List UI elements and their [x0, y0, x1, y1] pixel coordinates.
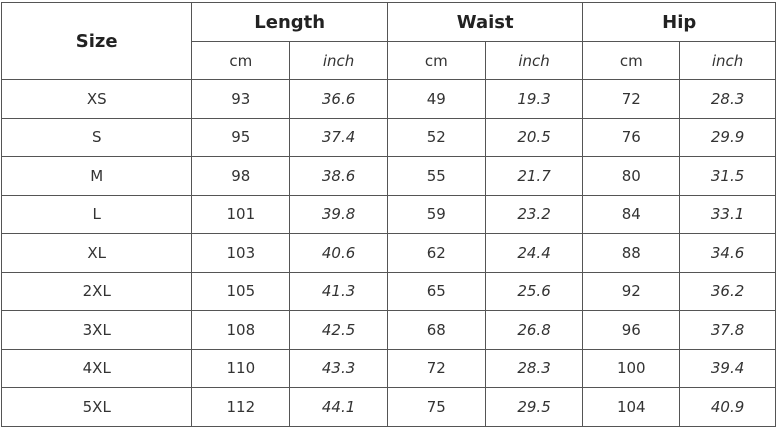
- inch-cell: 40.6: [289, 233, 388, 273]
- table-row: 3XL 108 42.5 68 26.8 96 37.8: [0, 310, 776, 350]
- inch-cell: 24.4: [484, 233, 584, 273]
- cm-cell: 98: [191, 156, 291, 196]
- cm-cell: 72: [582, 79, 681, 119]
- inch-cell: 37.8: [679, 310, 776, 350]
- cm-cell: 92: [582, 271, 681, 311]
- cm-cell: 108: [191, 310, 291, 350]
- inch-cell: 36.2: [679, 271, 776, 311]
- unit-cm: cm: [386, 41, 486, 80]
- unit-cm: cm: [191, 41, 291, 80]
- hip-header: Hip: [582, 2, 776, 42]
- cm-cell: 104: [582, 387, 681, 427]
- cm-cell: 75: [386, 387, 486, 427]
- inch-cell: 33.1: [679, 194, 776, 234]
- inch-cell: 28.3: [484, 348, 584, 388]
- size-cell: 5XL: [0, 387, 193, 427]
- inch-cell: 36.6: [289, 79, 388, 119]
- table-row: L 101 39.8 59 23.2 84 33.1: [0, 194, 776, 234]
- waist-header: Waist: [386, 2, 584, 42]
- length-header: Length: [191, 2, 388, 42]
- inch-cell: 39.8: [289, 194, 388, 234]
- table-row: M 98 38.6 55 21.7 80 31.5: [0, 156, 776, 196]
- inch-cell: 31.5: [679, 156, 776, 196]
- size-cell: 3XL: [0, 310, 193, 350]
- cm-cell: 65: [386, 271, 486, 311]
- cm-cell: 52: [386, 117, 486, 157]
- cm-cell: 103: [191, 233, 291, 273]
- cm-cell: 95: [191, 117, 291, 157]
- cm-cell: 112: [191, 387, 291, 427]
- inch-cell: 34.6: [679, 233, 776, 273]
- cm-cell: 68: [386, 310, 486, 350]
- inch-cell: 21.7: [484, 156, 584, 196]
- inch-cell: 19.3: [484, 79, 584, 119]
- table-row: XL 103 40.6 62 24.4 88 34.6: [0, 233, 776, 273]
- unit-cm: cm: [582, 41, 681, 80]
- inch-cell: 42.5: [289, 310, 388, 350]
- table-row: 5XL 112 44.1 75 29.5 104 40.9: [0, 387, 776, 427]
- inch-cell: 20.5: [484, 117, 584, 157]
- unit-inch: inch: [679, 41, 776, 80]
- cm-cell: 88: [582, 233, 681, 273]
- inch-cell: 23.2: [484, 194, 584, 234]
- table-row: 2XL 105 41.3 65 25.6 92 36.2: [0, 271, 776, 311]
- size-cell: M: [0, 156, 193, 196]
- inch-cell: 29.9: [679, 117, 776, 157]
- inch-cell: 29.5: [484, 387, 584, 427]
- size-cell: XL: [0, 233, 193, 273]
- inch-cell: 39.4: [679, 348, 776, 388]
- size-cell: S: [0, 117, 193, 157]
- inch-cell: 44.1: [289, 387, 388, 427]
- cm-cell: 105: [191, 271, 291, 311]
- size-cell: XS: [0, 79, 193, 119]
- cm-cell: 84: [582, 194, 681, 234]
- cm-cell: 100: [582, 348, 681, 388]
- cm-cell: 62: [386, 233, 486, 273]
- cm-cell: 96: [582, 310, 681, 350]
- cm-cell: 110: [191, 348, 291, 388]
- size-header: Size: [0, 2, 193, 80]
- unit-inch: inch: [484, 41, 584, 80]
- cm-cell: 55: [386, 156, 486, 196]
- table-row: S 95 37.4 52 20.5 76 29.9: [0, 117, 776, 157]
- table-row: 4XL 110 43.3 72 28.3 100 39.4: [0, 348, 776, 388]
- cm-cell: 49: [386, 79, 486, 119]
- size-cell: 4XL: [0, 348, 193, 388]
- cm-cell: 101: [191, 194, 291, 234]
- inch-cell: 26.8: [484, 310, 584, 350]
- cm-cell: 72: [386, 348, 486, 388]
- cm-cell: 59: [386, 194, 486, 234]
- inch-cell: 40.9: [679, 387, 776, 427]
- size-cell: L: [0, 194, 193, 234]
- size-chart-table: Size Length Waist Hip cm inch cm inch cm…: [0, 2, 776, 427]
- cm-cell: 93: [191, 79, 291, 119]
- cm-cell: 76: [582, 117, 681, 157]
- size-cell: 2XL: [0, 271, 193, 311]
- inch-cell: 41.3: [289, 271, 388, 311]
- inch-cell: 43.3: [289, 348, 388, 388]
- inch-cell: 38.6: [289, 156, 388, 196]
- cm-cell: 80: [582, 156, 681, 196]
- inch-cell: 37.4: [289, 117, 388, 157]
- table-row: XS 93 36.6 49 19.3 72 28.3: [0, 79, 776, 119]
- unit-inch: inch: [289, 41, 388, 80]
- inch-cell: 28.3: [679, 79, 776, 119]
- inch-cell: 25.6: [484, 271, 584, 311]
